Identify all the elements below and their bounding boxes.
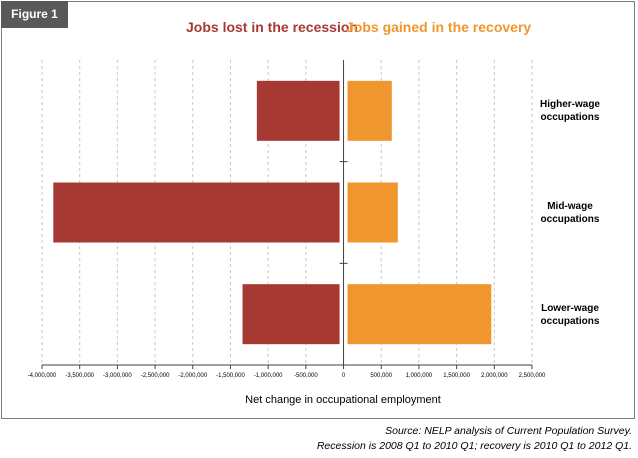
bar-jobs-lost (242, 284, 340, 345)
figure-label: Figure 1 (1, 1, 68, 28)
x-tick-label: -3,000,000 (103, 373, 132, 379)
bar-jobs-gained (347, 284, 492, 345)
bar-jobs-lost (256, 80, 340, 141)
x-tick-label: 0 (342, 373, 346, 379)
x-tick-label: 500,000 (370, 373, 392, 379)
source-note: Source: NELP analysis of Current Populat… (317, 424, 632, 454)
x-tick-label: 1,500,000 (443, 373, 470, 379)
bar-jobs-lost (53, 182, 340, 243)
x-tick-label: -1,500,000 (216, 373, 245, 379)
x-tick-label: 2,000,000 (481, 373, 508, 379)
x-tick-label: -2,500,000 (141, 373, 170, 379)
category-label-line: occupations (540, 316, 600, 327)
legend-jobs-lost: Jobs lost in the recession (186, 19, 358, 35)
x-tick-label: 1,000,000 (406, 373, 433, 379)
bar-jobs-gained (347, 80, 392, 141)
x-tick-label: -3,500,000 (65, 373, 94, 379)
category-label-line: occupations (540, 214, 600, 225)
category-label-line: Lower-wage (541, 303, 599, 314)
source-line: Source: NELP analysis of Current Populat… (385, 425, 632, 437)
x-tick-label: -500,000 (294, 373, 318, 379)
category-label-line: Mid-wage (547, 201, 593, 212)
x-tick-label: 2,500,000 (519, 373, 546, 379)
category-label-line: Higher-wage (539, 99, 600, 110)
x-tick-label: -4,000,000 (28, 373, 57, 379)
category-label-higher-wage: Higher-wage occupations (500, 98, 638, 124)
x-tick-label: -1,000,000 (254, 373, 283, 379)
x-tick-label: -2,000,000 (178, 373, 207, 379)
x-axis-title: Net change in occupational employment (245, 394, 441, 406)
category-label-line: occupations (540, 112, 600, 123)
period-note: Recession is 2008 Q1 to 2010 Q1; recover… (316, 440, 632, 452)
category-label-mid-wage: Mid-wage occupations (500, 200, 638, 226)
category-label-lower-wage: Lower-wage occupations (500, 302, 638, 328)
bar-jobs-gained (347, 182, 398, 243)
legend-jobs-gained: Jobs gained in the recovery (346, 19, 532, 35)
